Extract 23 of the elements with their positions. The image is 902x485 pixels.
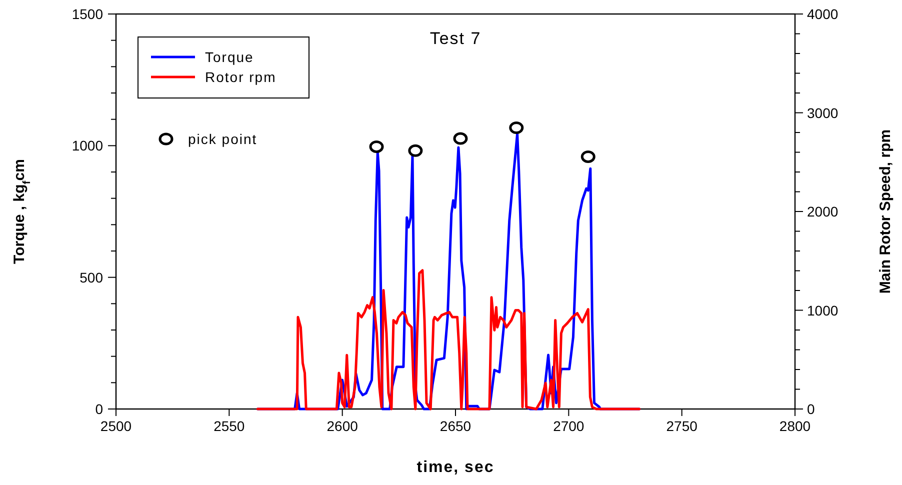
y-tick-label: 1500 [72,6,104,22]
y2-tick-label: 2000 [807,204,838,220]
x-tick-label: 2700 [553,418,584,434]
x-tick-label: 2550 [214,418,245,434]
legend-label: Torque [205,49,254,65]
x-tick-label: 2650 [440,418,472,434]
line-series [256,269,641,410]
y2-tick-label: 4000 [807,6,838,22]
x-tick-label: 2500 [100,418,132,434]
text: Test 7 [430,29,482,48]
y-tick-label: 1000 [72,138,104,154]
y-tick-label: 500 [80,269,104,286]
x-tick-label: 2600 [326,418,358,434]
y2-tick-label: 1000 [807,302,838,318]
legend-label: Rotor rpm [205,69,276,85]
y2-axis-title: Main Rotor Speed, rpm [877,129,894,294]
x-tick-label: 2750 [666,418,698,434]
y2-tick-label: 3000 [807,104,838,121]
legend-label: pick point [188,131,258,147]
x-tick-label: 2800 [779,418,811,434]
y2-tick-label: 0 [807,401,815,417]
x-axis-title: time, sec [416,459,494,476]
y-tick-label: 0 [95,401,104,417]
